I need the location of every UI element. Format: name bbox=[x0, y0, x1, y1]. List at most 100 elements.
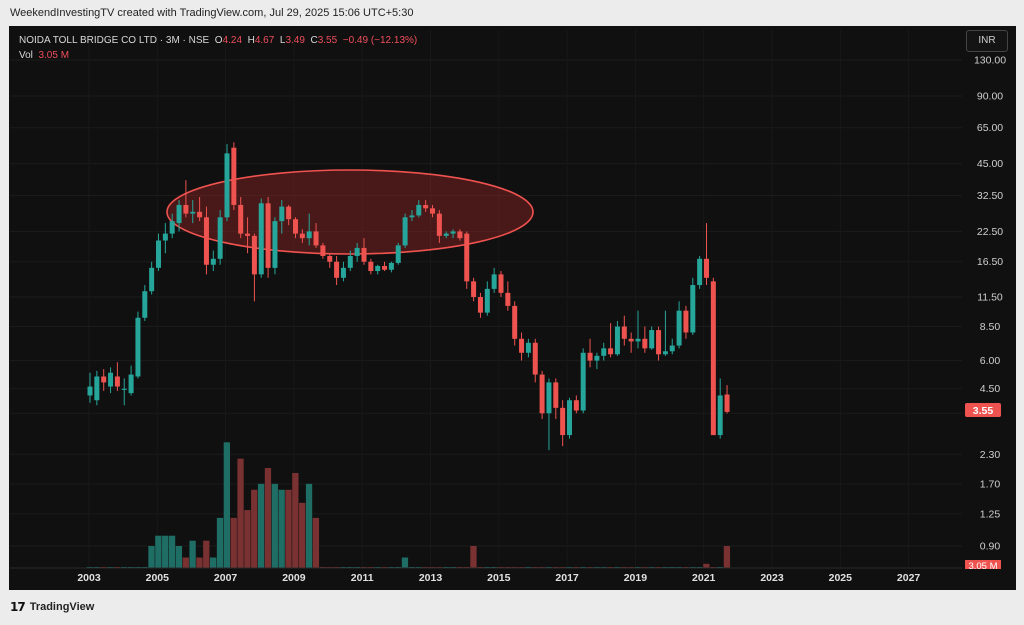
candle-body bbox=[443, 233, 449, 236]
candle-body bbox=[683, 310, 689, 333]
close-key: C bbox=[310, 35, 318, 46]
candle-body bbox=[183, 204, 189, 214]
candle-body bbox=[279, 206, 285, 222]
candle-body bbox=[669, 345, 675, 352]
last-price-label-box bbox=[965, 403, 1001, 417]
grid bbox=[10, 30, 962, 568]
time-axis[interactable]: 2003 2005 2007 2009 2011 2013 2015 2017 2019 2021… bbox=[10, 567, 962, 584]
currency-button[interactable]: INR bbox=[966, 30, 1008, 52]
y-tick-label: 22.50 bbox=[977, 226, 1003, 238]
candle-body bbox=[464, 233, 470, 282]
volume-bar bbox=[148, 546, 155, 568]
x-tick-label: 2027 bbox=[897, 572, 921, 584]
volume-bar bbox=[305, 483, 313, 568]
candle-body bbox=[382, 265, 388, 270]
candle-body bbox=[149, 267, 155, 292]
volume-bar bbox=[271, 483, 278, 568]
y-tick-label: 0.90 bbox=[980, 541, 1001, 553]
candle-body bbox=[601, 348, 607, 356]
price-axis[interactable]: 130.00 90.00 65.00 45.00 32.50 22.50 16.50 11.5… bbox=[974, 55, 1006, 553]
volume-bar bbox=[299, 502, 306, 568]
candle-body bbox=[656, 330, 662, 355]
y-tick-label: 90.00 bbox=[977, 90, 1003, 102]
candle-body bbox=[430, 208, 435, 214]
volume-bar bbox=[210, 557, 217, 568]
candle-body bbox=[580, 352, 586, 411]
volume-bar bbox=[292, 472, 299, 568]
caption-text: WeekendInvestingTV created with TradingV… bbox=[10, 7, 414, 19]
candle-body bbox=[608, 348, 614, 355]
candle-body bbox=[101, 376, 107, 383]
volume-bar bbox=[216, 517, 224, 568]
y-tick-label: 1.70 bbox=[980, 478, 1001, 490]
candle-body bbox=[108, 372, 114, 387]
candle-body bbox=[217, 217, 223, 259]
y-tick-label: 16.50 bbox=[977, 256, 1003, 268]
candle-body bbox=[690, 285, 696, 333]
high-key: H bbox=[247, 35, 255, 46]
x-tick-label: 2019 bbox=[624, 572, 648, 584]
x-tick-label: 2009 bbox=[282, 572, 306, 584]
y-tick-label: 65.00 bbox=[977, 122, 1003, 134]
last-volume-label: 3.05 M bbox=[968, 561, 997, 572]
candle-body bbox=[573, 400, 579, 411]
volume-bar bbox=[223, 442, 230, 568]
volume-bar bbox=[203, 540, 210, 568]
candle-body bbox=[491, 274, 497, 289]
volume-bar bbox=[703, 563, 710, 568]
low-value: 3.49 bbox=[285, 35, 305, 46]
candle-body bbox=[409, 215, 415, 218]
candle-body bbox=[567, 400, 572, 436]
candle-body bbox=[635, 338, 641, 342]
tradingview-logo-icon: 17 bbox=[10, 600, 26, 614]
y-tick-label: 1.25 bbox=[980, 508, 1001, 520]
candle-body bbox=[162, 233, 168, 241]
candle-body bbox=[519, 338, 525, 353]
volume-bar bbox=[723, 546, 731, 568]
y-tick-label: 4.50 bbox=[980, 383, 1001, 395]
x-tick-label: 2021 bbox=[692, 572, 716, 584]
candle-body bbox=[505, 292, 511, 306]
symbol-name[interactable]: NOIDA TOLL BRIDGE CO LTD · 3M · NSE bbox=[19, 35, 210, 46]
volume-bar bbox=[251, 489, 258, 568]
volume-bar bbox=[257, 483, 265, 568]
volume-bar bbox=[278, 489, 285, 568]
x-tick-label: 2003 bbox=[77, 572, 101, 584]
tradingview-logo[interactable]: 17 TradingView bbox=[10, 600, 94, 614]
candle-body bbox=[169, 221, 175, 234]
y-tick-label: 130.00 bbox=[974, 55, 1006, 67]
candle-body bbox=[697, 258, 703, 286]
y-tick-label: 8.50 bbox=[980, 321, 1001, 333]
candle-body bbox=[676, 310, 682, 346]
tradingview-logo-text: TradingView bbox=[29, 601, 95, 613]
candle-body bbox=[649, 330, 655, 349]
candle-body bbox=[354, 247, 360, 256]
volume-bars bbox=[86, 442, 731, 568]
candle-body bbox=[361, 247, 367, 262]
candle-body bbox=[340, 267, 346, 278]
change-value: −0.49 (−12.13%) bbox=[342, 35, 418, 46]
candle-body bbox=[203, 217, 209, 265]
candle-body bbox=[327, 255, 333, 262]
low-key: L bbox=[279, 35, 286, 46]
candle-body bbox=[313, 231, 319, 246]
candle-body bbox=[560, 407, 566, 436]
footer-bar: 17 TradingView bbox=[0, 590, 1024, 625]
candle-body bbox=[717, 395, 723, 436]
candle-body bbox=[539, 374, 545, 414]
candle-body bbox=[436, 213, 442, 236]
candle-body bbox=[395, 245, 401, 263]
volume-bar bbox=[401, 557, 409, 568]
candle-body bbox=[704, 258, 709, 278]
volume-key: Vol bbox=[19, 50, 33, 61]
candle-body bbox=[587, 352, 593, 361]
volume-bar bbox=[230, 517, 237, 568]
candle-body bbox=[402, 217, 408, 246]
y-tick-label: 6.00 bbox=[980, 355, 1001, 367]
candle-body bbox=[532, 342, 538, 375]
x-tick-label: 2005 bbox=[146, 572, 170, 584]
candle-body bbox=[423, 204, 429, 209]
y-tick-label: 11.50 bbox=[977, 292, 1003, 304]
open-key: O bbox=[214, 35, 223, 46]
